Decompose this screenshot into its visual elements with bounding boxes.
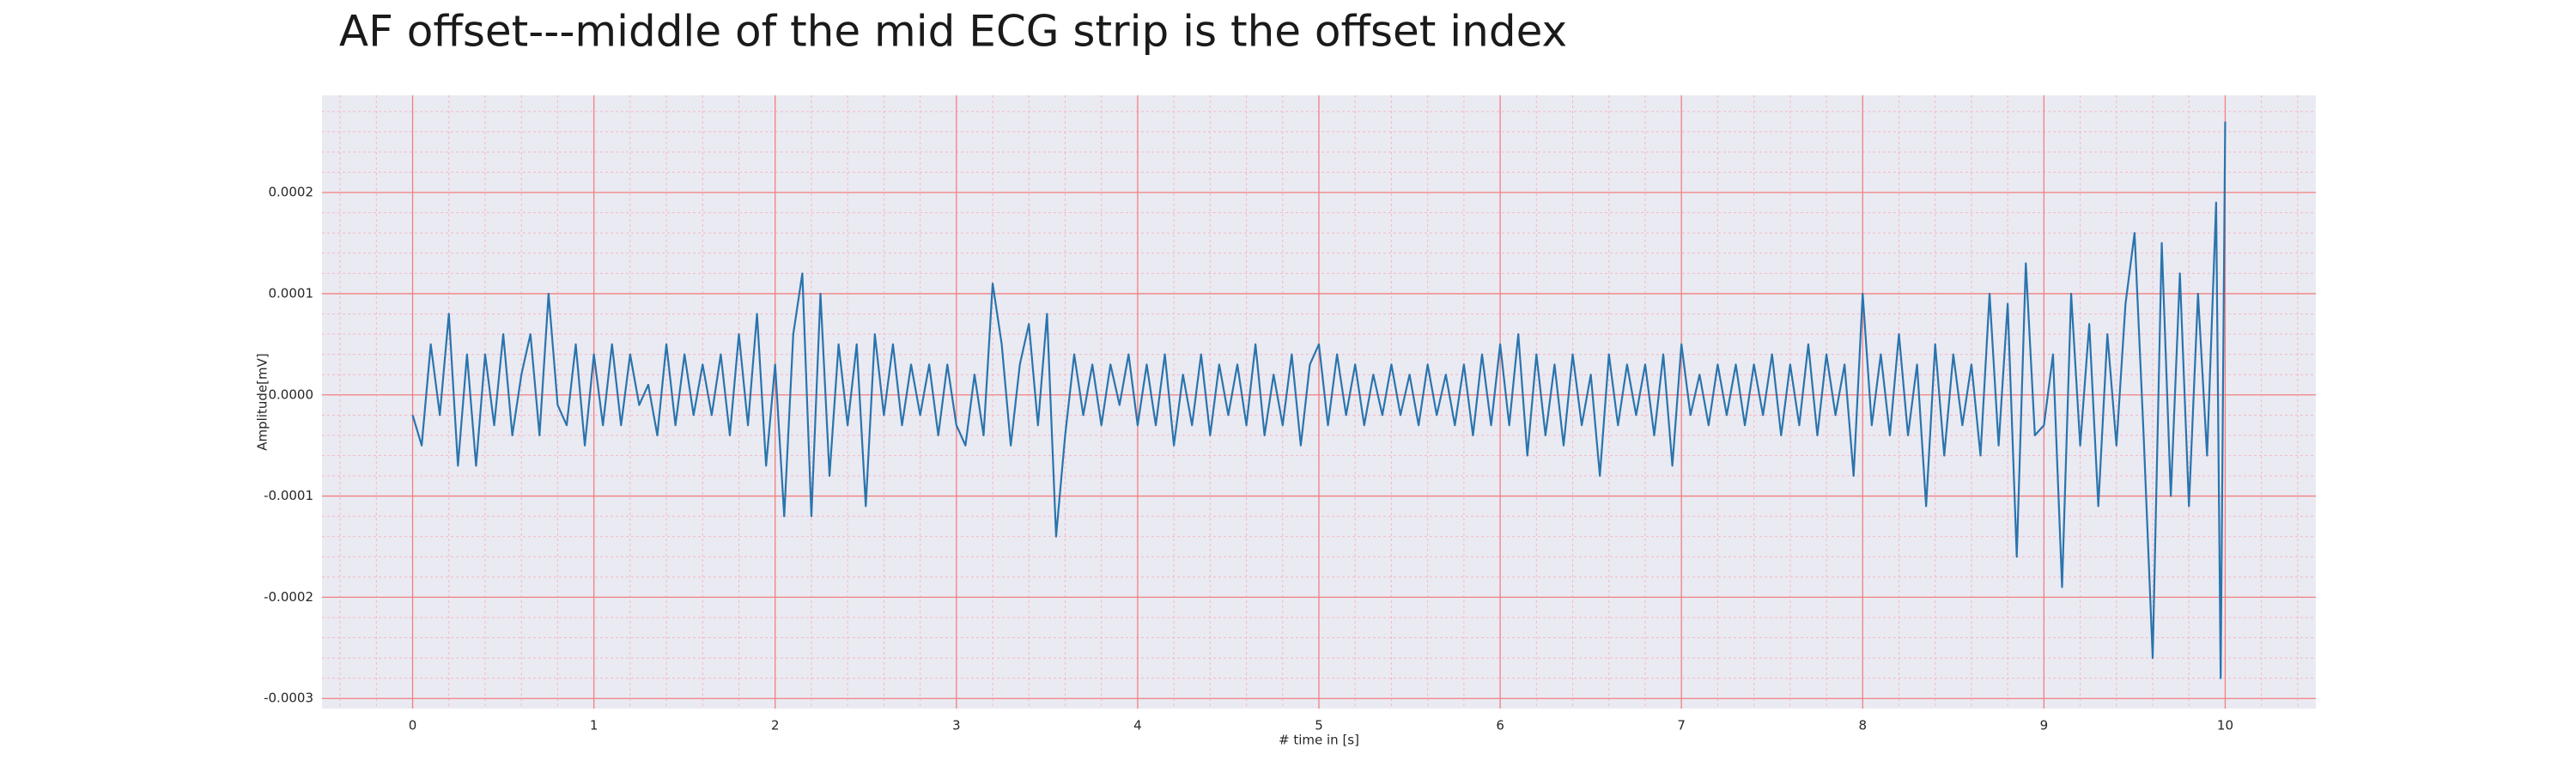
x-tick-label: 4: [1133, 718, 1142, 733]
grid: [322, 95, 2316, 709]
x-tick-label: 2: [771, 718, 780, 733]
labels: AF offset---middle of the mid ECG strip …: [255, 7, 2234, 748]
marks: [411, 121, 2227, 679]
x-tick-label: 0: [409, 718, 417, 733]
x-tick-label: 8: [1858, 718, 1867, 733]
y-tick-label: 0.0002: [269, 185, 314, 200]
chart-title: AF offset---middle of the mid ECG strip …: [339, 7, 1567, 57]
y-tick-label: 0.0000: [269, 386, 314, 402]
x-axis-label: # time in [s]: [1279, 733, 1359, 748]
x-tick-label: 7: [1677, 718, 1686, 733]
y-axis-label: Amplitude[mV]: [255, 353, 270, 450]
y-tick-label: 0.0001: [269, 285, 314, 301]
y-tick-label: -0.0003: [264, 691, 313, 706]
y-tick-label: -0.0002: [264, 589, 313, 605]
x-tick-label: 3: [952, 718, 961, 733]
x-tick-label: 5: [1315, 718, 1323, 733]
x-tick-label: 10: [2217, 718, 2233, 733]
x-tick-label: 1: [590, 718, 598, 733]
x-tick-label: 9: [2040, 718, 2049, 733]
x-tick-label: 6: [1496, 718, 1504, 733]
ecg-line: [411, 121, 2227, 679]
y-tick-label: -0.0001: [264, 488, 313, 503]
